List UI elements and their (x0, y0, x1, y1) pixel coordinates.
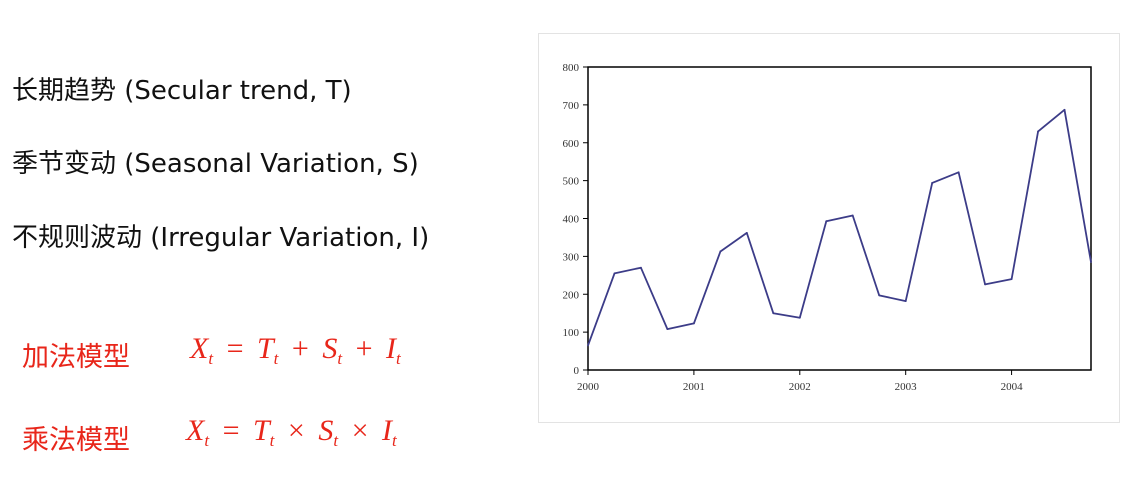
data-point (878, 294, 881, 297)
multiplicative-model-formula: Xt = Tt × St × It (186, 414, 397, 450)
x-tick-label: 2002 (789, 381, 811, 393)
formula-op2: × (351, 414, 369, 447)
formula-t-sub: t (273, 349, 279, 368)
data-point (931, 181, 934, 184)
formula-op1: + (291, 332, 309, 365)
formula-x-sub: t (204, 431, 210, 450)
x-tick-label: 2000 (577, 381, 600, 393)
formula-i: I (381, 414, 392, 447)
formula-t: T (252, 414, 270, 447)
data-point (772, 312, 775, 315)
x-tick-label: 2001 (683, 381, 705, 393)
formula-x: X (190, 332, 209, 365)
additive-model-formula: Xt = Tt + St + It (190, 332, 401, 368)
data-point (1063, 108, 1066, 111)
data-point (640, 266, 642, 269)
y-tick-label: 400 (563, 214, 580, 226)
data-point (745, 231, 748, 234)
time-series-chart: 0 100 200 300 400 500 600 700 800 2000 2001 2002 200… (538, 33, 1120, 423)
formula-x: X (186, 414, 205, 447)
data-point (613, 272, 616, 275)
data-point (1090, 261, 1092, 263)
formula-s-sub: t (337, 349, 343, 368)
formula-op2: + (355, 332, 373, 365)
formula-equals: = (222, 414, 240, 447)
data-point (984, 283, 987, 286)
component-seasonal-variation: 季节变动 (Seasonal Variation, S) (12, 149, 419, 179)
formula-s: S (318, 414, 334, 447)
data-point (825, 220, 828, 223)
additive-model-name: 加法模型 (22, 342, 130, 373)
data-point (904, 300, 907, 302)
data-point (719, 250, 722, 253)
formula-op1: × (287, 414, 305, 447)
formula-x-sub: t (208, 349, 214, 368)
formula-i: I (385, 332, 396, 365)
formula-s: S (322, 332, 338, 365)
y-tick-label: 200 (563, 289, 580, 301)
formula-t-sub: t (269, 431, 275, 450)
formula-i-sub: t (391, 431, 397, 450)
formula-t: T (256, 332, 274, 365)
component-secular-trend: 长期趋势 (Secular trend, T) (12, 76, 352, 106)
component-irregular-variation: 不规则波动 (Irregular Variation, I) (12, 223, 430, 253)
y-tick-label: 500 (563, 176, 580, 188)
data-point (666, 328, 669, 330)
formula-s-sub: t (333, 431, 339, 450)
y-tick-label: 300 (563, 251, 580, 263)
y-tick-label: 600 (563, 138, 580, 150)
data-point (957, 171, 960, 174)
multiplicative-model-name: 乘法模型 (22, 425, 130, 456)
y-tick-label: 0 (574, 365, 580, 377)
data-point (587, 344, 589, 347)
data-point (692, 322, 695, 325)
chart-svg: 0 100 200 300 400 500 600 700 800 2000 2001 2002 200… (563, 62, 1092, 393)
data-point (1010, 278, 1013, 280)
data-point (1037, 130, 1039, 133)
y-tick-label: 100 (563, 327, 580, 339)
formula-equals: = (226, 332, 244, 365)
x-tick-label: 2003 (895, 381, 918, 393)
series-line (587, 108, 1092, 346)
y-tick-label: 700 (563, 100, 580, 112)
data-point (798, 316, 801, 319)
formula-i-sub: t (395, 349, 401, 368)
x-tick-label: 2004 (1001, 381, 1024, 393)
y-tick-label: 800 (563, 62, 580, 74)
data-point (851, 214, 854, 217)
